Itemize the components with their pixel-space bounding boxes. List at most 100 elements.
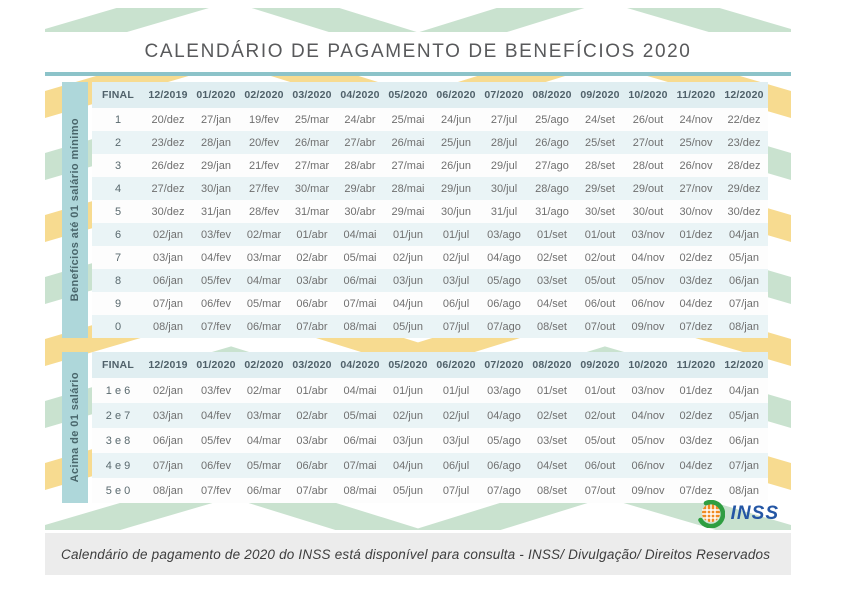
payment-date-cell: 01/dez	[672, 378, 720, 403]
final-digit-cell: 2	[92, 131, 144, 154]
table-row: 5 30/dez 31/jan 28/fev 31/mar 30/abr 29/mai 30/…	[92, 200, 768, 223]
payment-date-cell: 26/jun	[432, 154, 480, 177]
payment-date-cell: 22/dez	[720, 108, 768, 131]
payment-date-cell: 19/fev	[240, 108, 288, 131]
payment-date-cell: 06/jan	[720, 428, 768, 453]
table-row: 0 08/jan 07/fev 06/mar 07/abr 08/mai 05/jun 07/…	[92, 315, 768, 338]
payment-date-cell: 30/out	[624, 200, 672, 223]
payment-date-cell: 31/jul	[480, 200, 528, 223]
column-header: 01/2020	[192, 82, 240, 108]
payment-date-cell: 02/set	[528, 403, 576, 428]
payment-date-cell: 06/abr	[288, 292, 336, 315]
payment-date-cell: 05/mai	[336, 246, 384, 269]
payment-date-cell: 04/dez	[672, 453, 720, 478]
payment-date-cell: 07/fev	[192, 478, 240, 503]
table-row: 3 26/dez 29/jan 21/fev 27/mar 28/abr 27/mai 26/…	[92, 154, 768, 177]
column-header: 10/2020	[624, 352, 672, 378]
payment-date-cell: 28/mai	[384, 177, 432, 200]
final-digit-cell: 3 e 8	[92, 428, 144, 453]
calendar-card: CALENDÁRIO DE PAGAMENTO DE BENEFÍCIOS 20…	[45, 8, 791, 530]
payment-date-cell: 29/jan	[192, 154, 240, 177]
final-digit-cell: 3	[92, 154, 144, 177]
payment-date-cell: 06/ago	[480, 292, 528, 315]
payment-date-cell: 27/jan	[192, 108, 240, 131]
payment-date-cell: 04/fev	[192, 403, 240, 428]
payment-date-cell: 29/abr	[336, 177, 384, 200]
table-row: 1 e 6 02/jan 03/fev 02/mar 01/abr 04/mai 01/ju…	[92, 378, 768, 403]
payment-date-cell: 03/dez	[672, 428, 720, 453]
payment-date-cell: 30/dez	[720, 200, 768, 223]
payment-date-cell: 04/set	[528, 453, 576, 478]
column-header: 08/2020	[528, 82, 576, 108]
column-header: 05/2020	[384, 82, 432, 108]
table1-side-label: Benefícios até 01 salário mínimo	[62, 82, 88, 338]
payment-date-cell: 03/fev	[192, 378, 240, 403]
payment-date-cell: 03/jan	[144, 246, 192, 269]
table-minimum-wage-section: Benefícios até 01 salário mínimo FINAL 12…	[45, 82, 791, 338]
payment-date-cell: 27/fev	[240, 177, 288, 200]
payment-date-cell: 29/mai	[384, 200, 432, 223]
payment-date-cell: 04/ago	[480, 246, 528, 269]
payment-date-cell: 08/set	[528, 478, 576, 503]
payment-date-cell: 26/mai	[384, 131, 432, 154]
column-header: 09/2020	[576, 82, 624, 108]
header-row: FINAL 12/2019 01/2020 02/2020 03/2020 04/2020…	[92, 82, 768, 108]
payment-date-cell: 02/jun	[384, 403, 432, 428]
payment-date-cell: 03/set	[528, 428, 576, 453]
payment-date-cell: 08/jan	[144, 315, 192, 338]
payment-date-cell: 27/dez	[144, 177, 192, 200]
payment-date-cell: 31/jan	[192, 200, 240, 223]
payment-date-cell: 06/out	[576, 292, 624, 315]
payment-date-cell: 03/ago	[480, 378, 528, 403]
payment-date-cell: 28/ago	[528, 177, 576, 200]
column-header: 06/2020	[432, 82, 480, 108]
payment-date-cell: 03/nov	[624, 223, 672, 246]
payment-date-cell: 01/out	[576, 223, 624, 246]
payment-date-cell: 28/fev	[240, 200, 288, 223]
payment-date-cell: 07/jan	[144, 453, 192, 478]
payment-date-cell: 05/nov	[624, 269, 672, 292]
payment-date-cell: 05/mar	[240, 292, 288, 315]
column-header: 12/2019	[144, 82, 192, 108]
payment-date-cell: 31/mar	[288, 200, 336, 223]
payment-date-cell: 06/jan	[144, 428, 192, 453]
column-header: 12/2020	[720, 82, 768, 108]
table-row: 2 e 7 03/jan 04/fev 03/mar 02/abr 05/mai 02/ju…	[92, 403, 768, 428]
payment-date-cell: 25/ago	[528, 108, 576, 131]
payment-date-cell: 26/ago	[528, 131, 576, 154]
payment-date-cell: 01/set	[528, 378, 576, 403]
payment-date-cell: 20/dez	[144, 108, 192, 131]
payment-date-cell: 28/set	[576, 154, 624, 177]
payment-date-cell: 08/mai	[336, 315, 384, 338]
caption-bar: Calendário de pagamento de 2020 do INSS …	[45, 533, 791, 575]
table-row: 2 23/dez 28/jan 20/fev 26/mar 27/abr 26/mai 25/…	[92, 131, 768, 154]
payment-date-cell: 06/jul	[432, 292, 480, 315]
payment-date-cell: 25/nov	[672, 131, 720, 154]
inss-logo-text: INSS	[730, 503, 779, 524]
payment-date-cell: 07/jan	[720, 453, 768, 478]
table2-side-label: Acima de 01 salário	[62, 352, 88, 503]
payment-date-cell: 03/abr	[288, 269, 336, 292]
payment-date-cell: 01/abr	[288, 223, 336, 246]
payment-date-cell: 02/dez	[672, 403, 720, 428]
payment-date-cell: 04/jun	[384, 292, 432, 315]
payment-date-cell: 02/jan	[144, 223, 192, 246]
payment-date-cell: 04/mar	[240, 269, 288, 292]
payment-date-cell: 30/abr	[336, 200, 384, 223]
payment-date-cell: 07/dez	[672, 478, 720, 503]
payment-date-cell: 04/set	[528, 292, 576, 315]
payment-date-cell: 27/mai	[384, 154, 432, 177]
page-title: CALENDÁRIO DE PAGAMENTO DE BENEFÍCIOS 20…	[144, 41, 692, 62]
payment-date-cell: 30/jul	[480, 177, 528, 200]
payment-date-cell: 07/ago	[480, 478, 528, 503]
payment-date-cell: 30/mar	[288, 177, 336, 200]
payment-date-cell: 07/mai	[336, 292, 384, 315]
column-header: 02/2020	[240, 82, 288, 108]
title-band: CALENDÁRIO DE PAGAMENTO DE BENEFÍCIOS 20…	[45, 32, 791, 72]
payment-date-cell: 03/jul	[432, 428, 480, 453]
column-header: 07/2020	[480, 82, 528, 108]
payment-date-cell: 31/ago	[528, 200, 576, 223]
payment-date-cell: 28/jan	[192, 131, 240, 154]
payment-date-cell: 08/jan	[144, 478, 192, 503]
table-row: 9 07/jan 06/fev 05/mar 06/abr 07/mai 04/jun 06/…	[92, 292, 768, 315]
